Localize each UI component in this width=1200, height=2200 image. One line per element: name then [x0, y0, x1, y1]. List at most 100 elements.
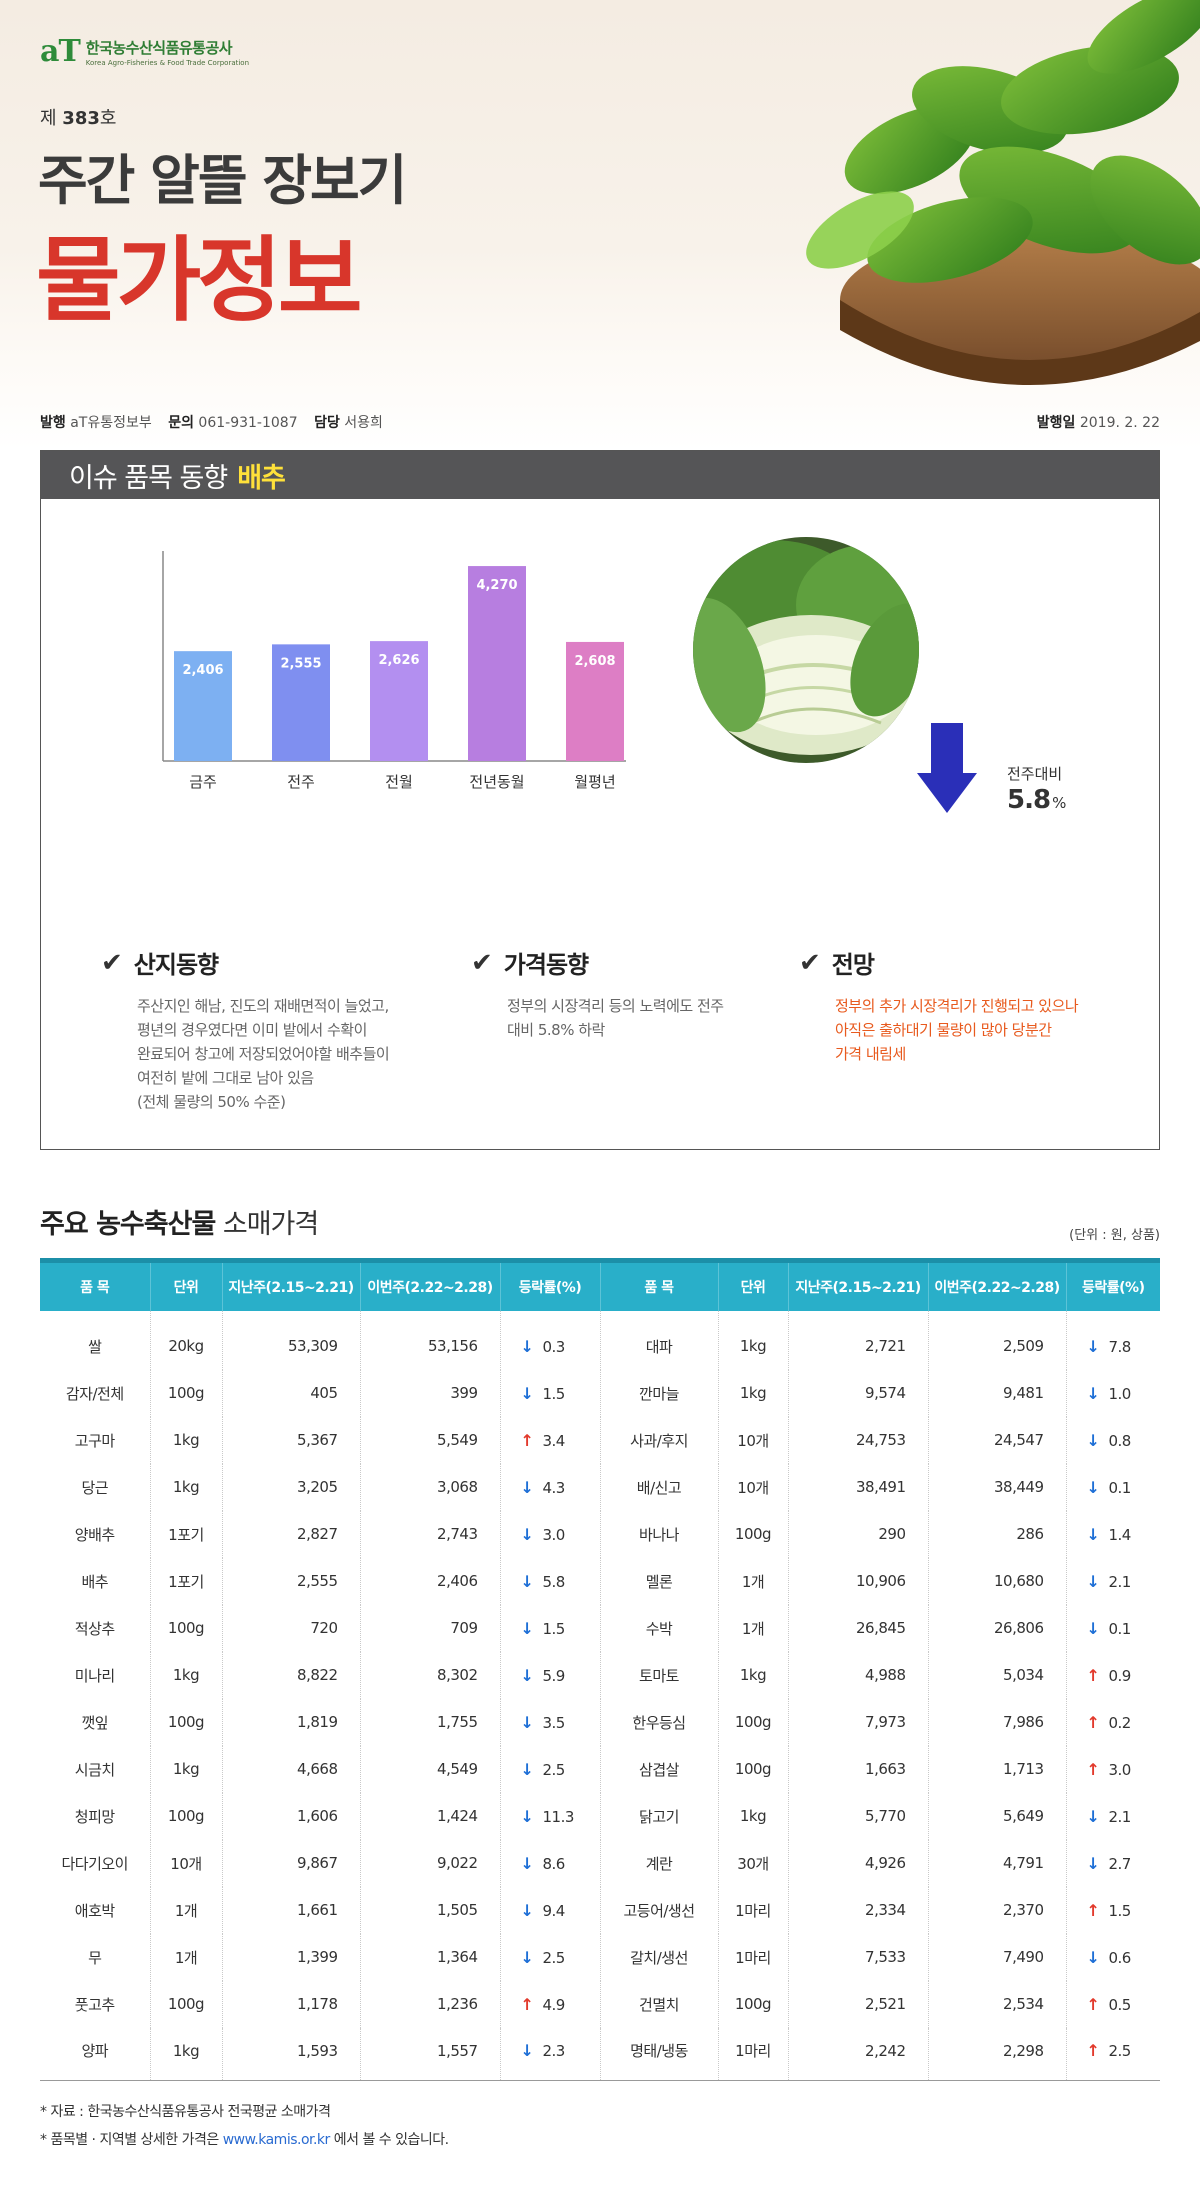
change-rate-value: 0.5: [1108, 1995, 1132, 2014]
item-name-cell: 양파: [40, 2027, 151, 2081]
this-week-price-cell: 24,547: [928, 1416, 1067, 1464]
unit-cell: 1개: [718, 1604, 789, 1652]
col-header-item: 품 목: [40, 1260, 151, 1311]
last-week-price-cell: 5,367: [222, 1416, 361, 1464]
issue-item-name: 배추: [237, 462, 286, 494]
last-week-price-cell: 2,555: [222, 1557, 361, 1605]
chart-bar-value-label: 2,555: [280, 656, 321, 671]
change-rate-cell: ↓ 2.5: [500, 1745, 601, 1793]
last-week-price-cell: 7,533: [788, 1933, 929, 1981]
last-week-price-cell: 2,521: [788, 1980, 929, 2028]
arrow-down-icon: [917, 723, 977, 813]
unit-cell: 100g: [718, 1745, 789, 1793]
change-rate-value: 0.2: [1108, 1713, 1132, 1732]
this-week-price-cell: 1,557: [360, 2027, 501, 2081]
item-name-cell: 청피망: [40, 1792, 151, 1840]
page-subtitle: 물가정보: [36, 227, 363, 334]
forecast-block: ✔ 전망 정부의 추가 시장격리가 진행되고 있으나 아직은 출하대기 물량이 많…: [799, 945, 1079, 1066]
col-header-unit: 단위: [150, 1260, 223, 1311]
change-rate-cell: ↓ 0.3: [500, 1310, 601, 1370]
source-note: * 자료 : 한국농수산식품유통공사 전국평균 소매가격: [40, 2104, 331, 2120]
change-rate-cell: ↑ 3.4: [500, 1416, 601, 1464]
unit-cell: 1kg: [718, 1651, 789, 1699]
arrow-down-icon: ↓: [520, 1383, 534, 1403]
arrow-down-icon: ↓: [1086, 1853, 1100, 1873]
chart-category-label: 전주: [287, 773, 315, 791]
kamis-link[interactable]: www.kamis.or.kr: [222, 2132, 331, 2148]
change-rate-value: 7.8: [1108, 1337, 1132, 1356]
price-trend-text: 정부의 시장격리 등의 노력에도 전주 대비 5.8% 하락: [507, 997, 724, 1039]
item-name-cell: 한우등심: [600, 1698, 719, 1746]
item-name-cell: 풋고추: [40, 1980, 151, 2028]
this-week-price-cell: 286: [928, 1510, 1067, 1558]
this-week-price-cell: 1,424: [360, 1792, 501, 1840]
item-name-cell: 고등어/생선: [600, 1886, 719, 1934]
last-week-price-cell: 24,753: [788, 1416, 929, 1464]
page-header: aT 한국농수산식품유통공사 Korea Agro-Fisheries & Fo…: [0, 0, 1200, 450]
table-row: 고구마 1kg 5,367 5,549 ↑ 3.4 사과/후지 10개 24,753 24,547…: [40, 1416, 1160, 1464]
change-rate-cell: ↑ 0.2: [1066, 1699, 1160, 1746]
at-logo: aT 한국농수산식품유통공사 Korea Agro-Fisheries & Fo…: [40, 34, 249, 69]
chart-bar: [468, 566, 526, 761]
change-rate-cell: ↓ 1.0: [1066, 1370, 1160, 1417]
check-icon: ✔: [799, 947, 821, 978]
price-trend-block: ✔ 가격동향 정부의 시장격리 등의 노력에도 전주 대비 5.8% 하락: [471, 945, 724, 1042]
unit-cell: 1kg: [718, 1369, 789, 1417]
this-week-price-cell: 53,156: [360, 1310, 501, 1370]
change-rate-cell: ↓ 8.6: [500, 1839, 601, 1887]
this-week-price-cell: 1,713: [928, 1745, 1067, 1793]
change-rate-value: 2.5: [542, 1948, 566, 1967]
arrow-up-icon: ↑: [1086, 1900, 1100, 1920]
last-week-price-cell: 1,178: [222, 1980, 361, 2028]
logo-korean-name: 한국농수산식품유통공사: [85, 38, 233, 57]
unit-cell: 10개: [150, 1839, 223, 1887]
change-rate-value: 0.6: [1108, 1948, 1132, 1967]
this-week-price-cell: 38,449: [928, 1463, 1067, 1511]
this-week-price-cell: 9,481: [928, 1369, 1067, 1417]
item-name-cell: 갈치/생선: [600, 1933, 719, 1981]
item-name-cell: 양배추: [40, 1510, 151, 1558]
publication-info: 발행 aT유통정보부 문의 061-931-1087 담당 서용희 발행일 20…: [40, 412, 1160, 432]
arrow-down-icon: ↓: [520, 1853, 534, 1873]
change-rate-cell: ↓ 3.5: [500, 1698, 601, 1746]
this-week-price-cell: 4,549: [360, 1745, 501, 1793]
table-row: 애호박 1개 1,661 1,505 ↓ 9.4 고등어/생선 1마리 2,334 2,370 ↑ 1…: [40, 1886, 1160, 1934]
col-header-last-week: 지난주(2.15~2.21): [222, 1260, 361, 1311]
item-name-cell: 배추: [40, 1557, 151, 1605]
col-header-rate: 등락률(%): [500, 1260, 601, 1311]
unit-cell: 1개: [718, 1557, 789, 1605]
item-name-cell: 닭고기: [600, 1792, 719, 1840]
this-week-price-cell: 5,034: [928, 1651, 1067, 1699]
last-week-price-cell: 8,822: [222, 1651, 361, 1699]
unit-cell: 1마리: [718, 2027, 789, 2081]
item-name-cell: 깐마늘: [600, 1369, 719, 1417]
this-week-price-cell: 4,791: [928, 1839, 1067, 1887]
arrow-down-icon: ↓: [1086, 1947, 1100, 1967]
change-rate-cell: ↓ 0.6: [1066, 1934, 1160, 1981]
arrow-down-icon: ↓: [520, 1712, 534, 1732]
last-week-price-cell: 26,845: [788, 1604, 929, 1652]
item-name-cell: 사과/후지: [600, 1416, 719, 1464]
last-week-price-cell: 4,668: [222, 1745, 361, 1793]
table-row: 깻잎 100g 1,819 1,755 ↓ 3.5 한우등심 100g 7,973 7,986 ↑ 0…: [40, 1698, 1160, 1746]
cabbage-image: [693, 537, 919, 763]
chart-bar: [566, 641, 624, 761]
change-value: 5.8%: [1007, 785, 1066, 815]
chart-bar-value-label: 2,406: [182, 663, 223, 678]
change-rate-cell: ↑ 0.5: [1066, 1981, 1160, 2028]
item-name-cell: 시금치: [40, 1745, 151, 1793]
change-rate-value: 3.5: [542, 1713, 566, 1732]
this-week-price-cell: 5,649: [928, 1792, 1067, 1840]
table-row: 청피망 100g 1,606 1,424 ↓ 11.3 닭고기 1kg 5,770 5,649 ↓ 2…: [40, 1792, 1160, 1840]
change-rate-cell: ↑ 3.0: [1066, 1746, 1160, 1793]
unit-cell: 100g: [150, 1980, 223, 2028]
unit-cell: 20kg: [150, 1310, 223, 1370]
item-name-cell: 고구마: [40, 1416, 151, 1464]
change-rate-value: 1.0: [1108, 1384, 1132, 1403]
last-week-price-cell: 10,906: [788, 1557, 929, 1605]
this-week-price-cell: 10,680: [928, 1557, 1067, 1605]
this-week-price-cell: 709: [360, 1604, 501, 1652]
last-week-price-cell: 1,663: [788, 1745, 929, 1793]
unit-cell: 100g: [150, 1369, 223, 1417]
change-rate-cell: ↓ 0.8: [1066, 1417, 1160, 1464]
